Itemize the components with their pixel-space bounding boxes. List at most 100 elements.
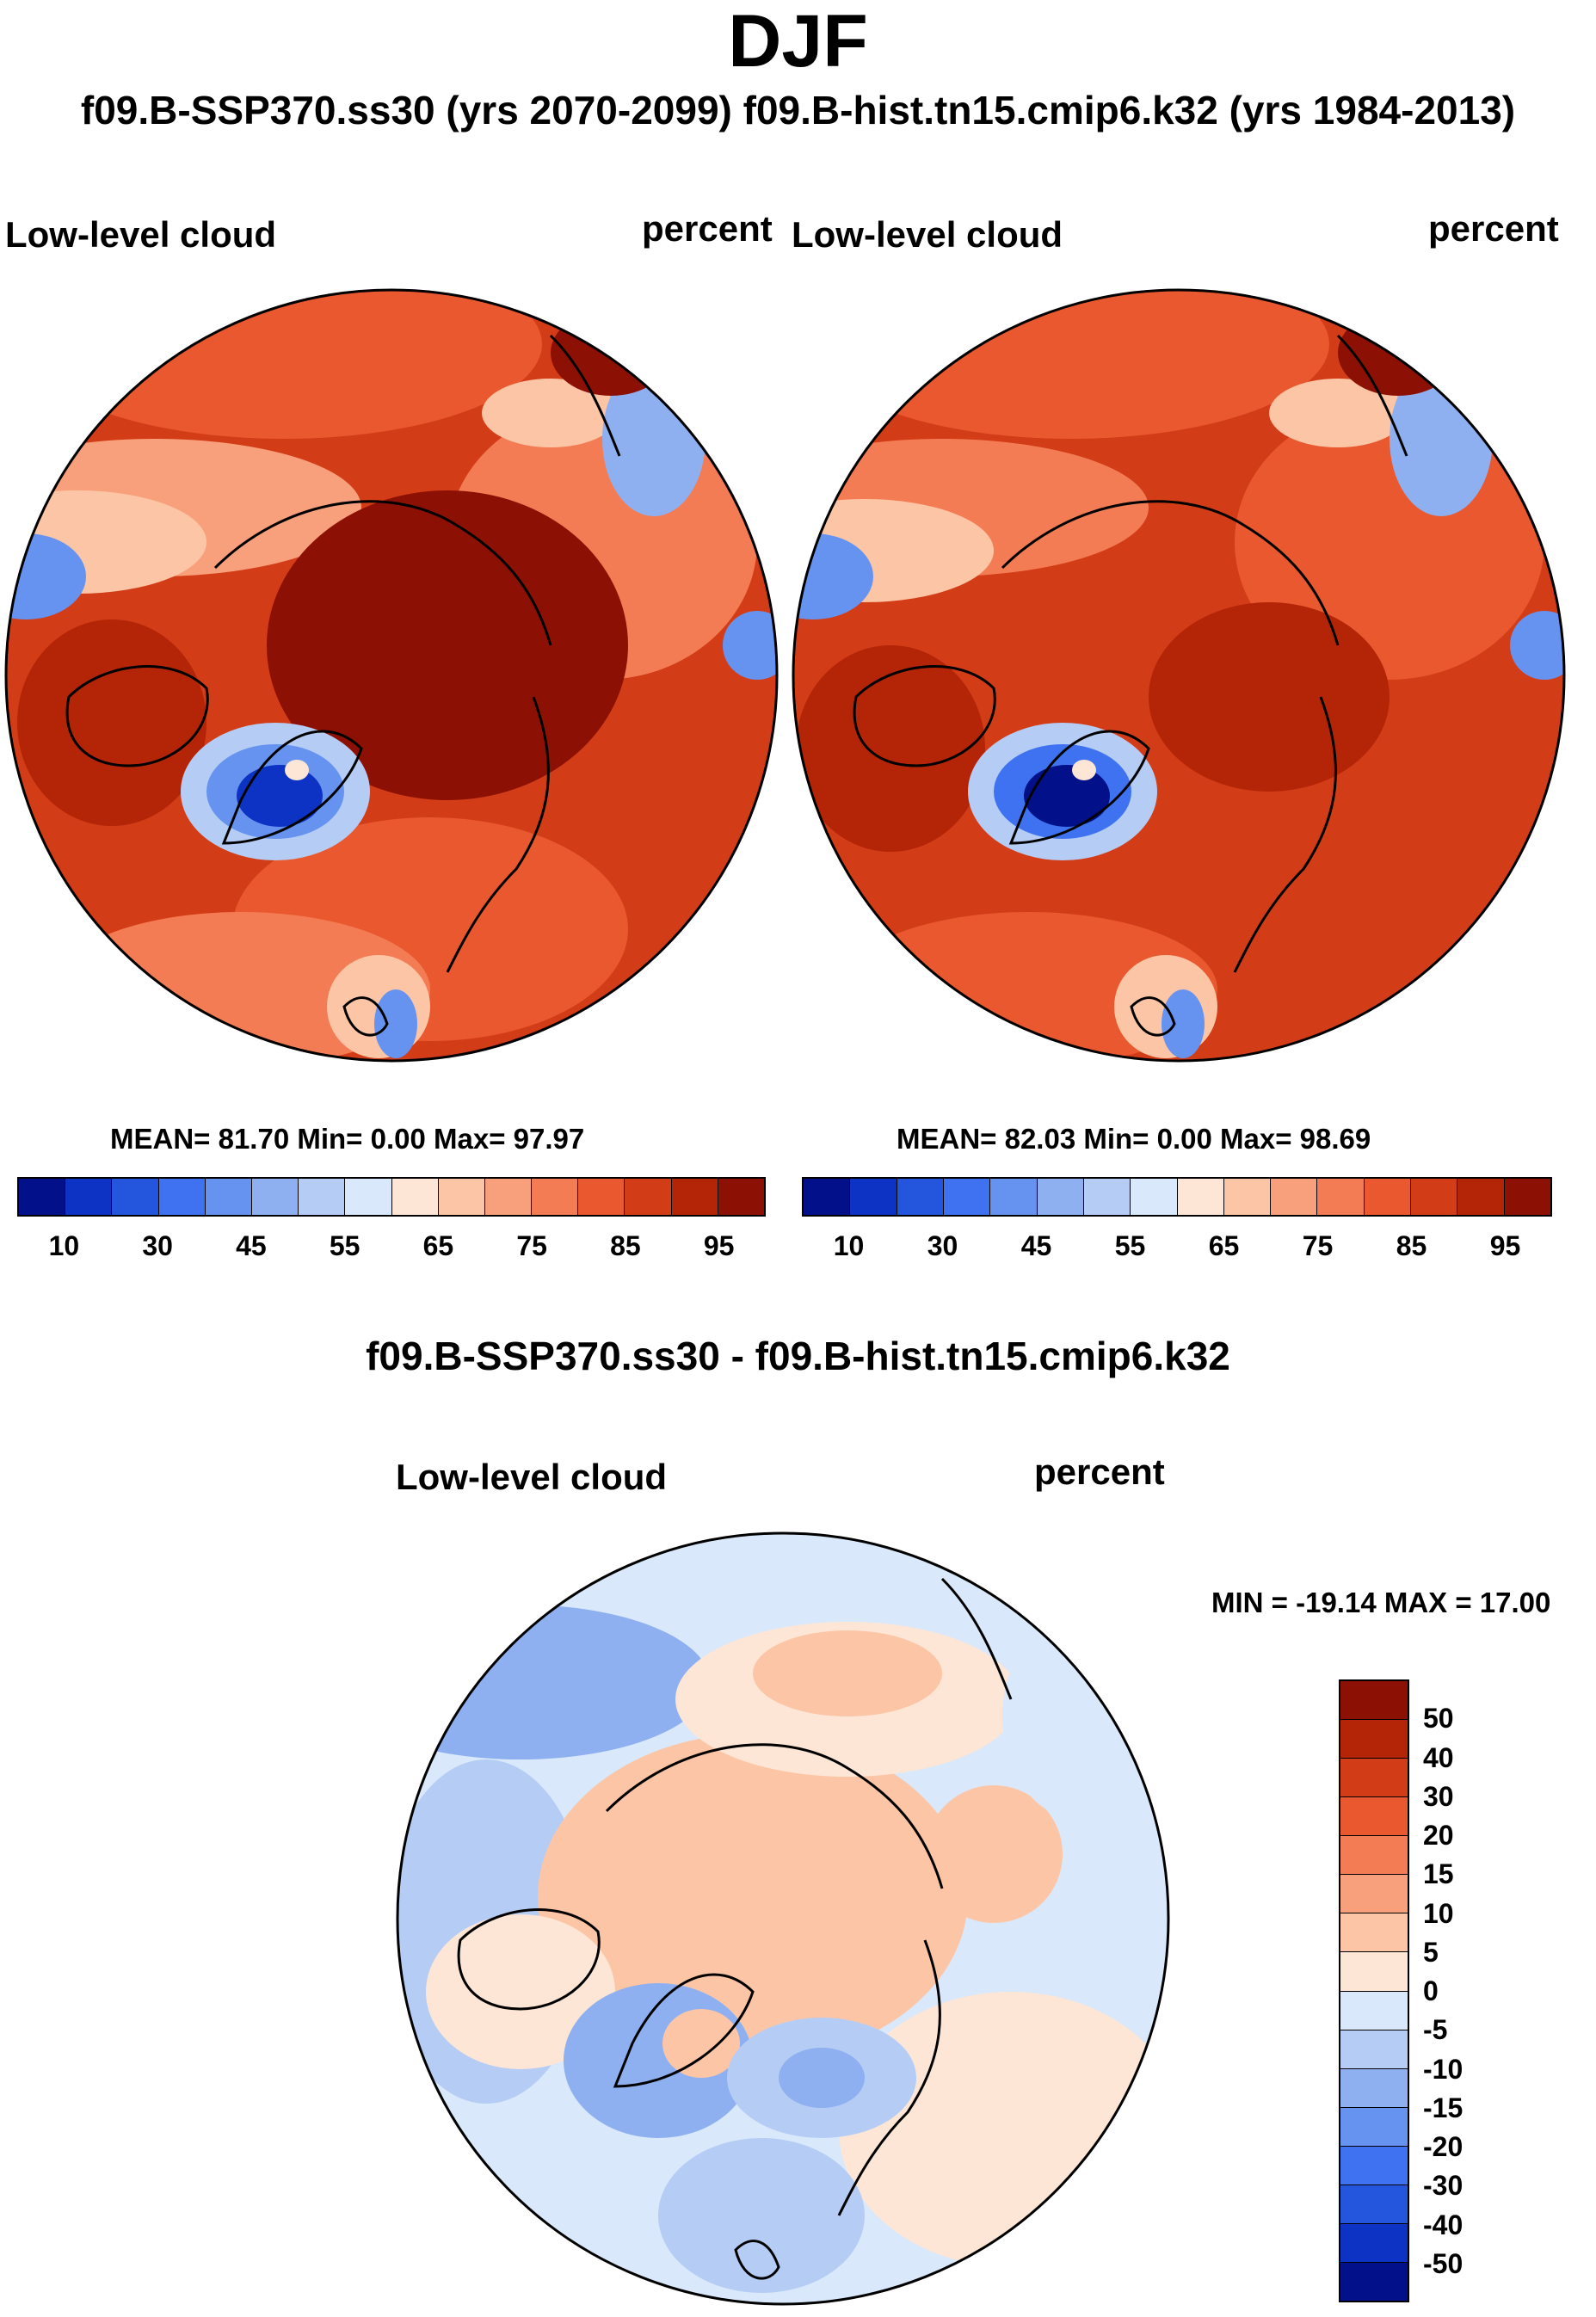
map-field-region [285, 760, 309, 780]
colorbar-tick-label: 10 [833, 1230, 865, 1261]
colorbar-swatch [1340, 2223, 1408, 2263]
colorbar-tick-label: 75 [516, 1230, 547, 1261]
colorbar-swatch [1411, 1179, 1458, 1215]
colorbar-swatch [1504, 1179, 1550, 1215]
coastline [446, 696, 550, 973]
colorbar-swatch [718, 1179, 764, 1215]
colorbar-swatch [990, 1179, 1038, 1215]
panel1-units-label: percent [642, 208, 773, 249]
map-field-region [267, 490, 628, 800]
map-field-region [1269, 379, 1407, 447]
difference-variable-label: Low-level cloud [396, 1457, 668, 1497]
colorbar-swatch [897, 1179, 944, 1215]
colorbar-tick-label: 55 [329, 1230, 360, 1261]
colorbar-swatch [1340, 2262, 1408, 2301]
colorbar-swatch [1340, 1720, 1408, 1759]
difference-units-label: percent [1034, 1451, 1165, 1492]
panel1-colorbar [17, 1177, 766, 1217]
colorbar-swatch [943, 1179, 991, 1215]
map-border [396, 1531, 1170, 2306]
map-field-region [796, 645, 985, 852]
colorbar-swatch [1340, 1991, 1408, 2030]
coastline [221, 730, 363, 845]
colorbar-tick-label: 75 [1302, 1230, 1334, 1261]
map-field-region [925, 1785, 1063, 1923]
map-field-region [6, 533, 86, 619]
map-field-region [839, 1992, 1168, 2267]
colorbar-tick-label: -50 [1423, 2247, 1464, 2279]
colorbar-swatch [19, 1179, 66, 1215]
colorbar-tick-label: 45 [236, 1230, 267, 1261]
coastline [1233, 696, 1337, 973]
colorbar-tick-label: 30 [1423, 1780, 1454, 1812]
colorbar-swatch [1340, 1913, 1408, 1953]
colorbar-tick-label: -15 [1423, 2092, 1464, 2123]
coastline [853, 665, 996, 767]
colorbar-swatch [112, 1179, 159, 1215]
difference-title: f09.B-SSP370.ss30 - f09.B-hist.tn15.cmip… [366, 1334, 1230, 1378]
colorbar-swatch [671, 1179, 718, 1215]
colorbar-swatch [625, 1179, 672, 1215]
colorbar-swatch [1340, 2107, 1408, 2147]
panel2-colorbar [802, 1177, 1552, 1217]
map-field-region [658, 2138, 865, 2293]
map-field-region [1149, 602, 1390, 792]
coastline [837, 1939, 941, 2216]
colorbar-swatch [1037, 1179, 1084, 1215]
map-field-region [482, 379, 619, 447]
colorbar-swatch [205, 1179, 252, 1215]
colorbar-swatch [1364, 1179, 1412, 1215]
colorbar-tick-label: 10 [48, 1230, 80, 1261]
colorbar-swatch [1340, 2185, 1408, 2224]
colorbar-swatch [1317, 1179, 1365, 1215]
colorbar-swatch [299, 1179, 346, 1215]
colorbar-swatch [1340, 1836, 1408, 1876]
map-field-region [1162, 989, 1205, 1058]
colorbar-swatch [1340, 1681, 1408, 1721]
colorbar-swatch [1340, 1875, 1408, 1914]
colorbar-swatch [578, 1179, 625, 1215]
coastline [734, 2240, 780, 2280]
map-field-region [1072, 760, 1096, 780]
difference-colorbar [1339, 1679, 1409, 2302]
colorbar-tick-label: 40 [1423, 1741, 1454, 1773]
coastline [1001, 500, 1340, 646]
colorbar-swatch [1340, 1952, 1408, 1992]
map-border [4, 288, 779, 1063]
colorbar-tick-label: 30 [927, 1230, 958, 1261]
colorbar-swatch [1223, 1179, 1272, 1215]
coastline [940, 1577, 1013, 1700]
coastline [605, 1743, 944, 1889]
colorbar-swatch [1131, 1179, 1178, 1215]
colorbar-swatch [345, 1179, 392, 1215]
colorbar-tick-label: 15 [1423, 1858, 1454, 1890]
coastline [1336, 334, 1408, 457]
map-field-region [426, 1914, 615, 2069]
panel1-map [4, 288, 779, 1063]
colorbar-swatch [391, 1179, 439, 1215]
colorbar-swatch [1340, 1797, 1408, 1837]
panel1-variable-label: Low-level cloud [5, 214, 277, 255]
colorbar-swatch [438, 1179, 485, 1215]
map-field-region [237, 765, 323, 827]
colorbar-swatch [532, 1179, 579, 1215]
colorbar-tick-label: 45 [1020, 1230, 1052, 1261]
colorbar-swatch [1340, 2146, 1408, 2185]
colorbar-tick-label: -10 [1423, 2053, 1464, 2085]
colorbar-swatch [1457, 1179, 1505, 1215]
map-field-region [662, 2009, 740, 2078]
colorbar-tick-label: -30 [1423, 2170, 1464, 2202]
colorbar-tick-label: 65 [422, 1230, 454, 1261]
colorbar-swatch [484, 1179, 533, 1215]
colorbar-tick-label: -20 [1423, 2131, 1464, 2162]
map-field-region [1338, 310, 1458, 396]
colorbar-tick-label: -40 [1423, 2209, 1464, 2240]
colorbar-swatch [1177, 1179, 1224, 1215]
colorbar-swatch [1083, 1179, 1131, 1215]
coastline [65, 665, 209, 767]
map-field-region [374, 989, 417, 1058]
coastline [213, 500, 552, 646]
map-field-region [551, 310, 671, 396]
colorbar-tick-label: 65 [1208, 1230, 1240, 1261]
colorbar-swatch [804, 1179, 851, 1215]
